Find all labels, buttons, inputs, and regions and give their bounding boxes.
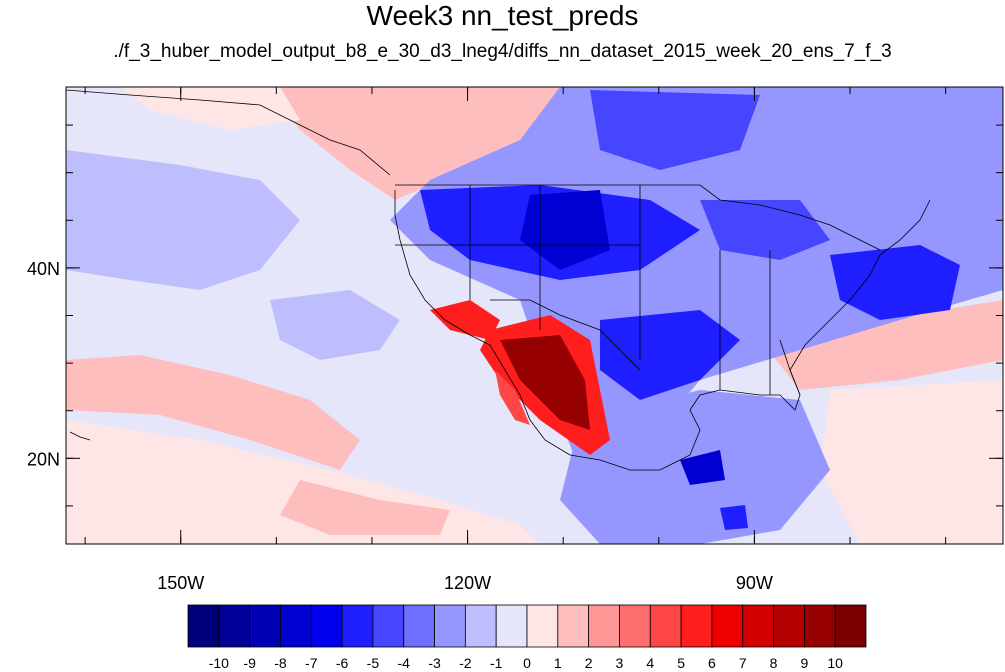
field-region-neg	[520, 190, 610, 270]
field-region-pos	[760, 300, 1003, 390]
colorbar-swatch	[249, 604, 281, 648]
colorbar-swatch	[464, 604, 497, 648]
colorbar-swatch	[680, 604, 713, 648]
plot-title: Week3 nn_test_preds	[366, 0, 639, 31]
colorbar-swatch	[803, 604, 836, 648]
colorbar-label: 1	[554, 655, 562, 671]
colorbar-label: 7	[739, 655, 747, 671]
field-region-neg	[600, 310, 740, 400]
field-region-neg	[700, 200, 830, 260]
map-axes: 150W 120W 90W 40N 20N	[27, 87, 1003, 593]
colorbar-label: -9	[243, 655, 256, 671]
plot-subtitle: ./f_3_huber_model_output_b8_e_30_d3_lneg…	[113, 41, 892, 62]
colorbar-swatch	[619, 604, 651, 648]
colorbar-label: -3	[428, 655, 441, 671]
colorbar-swatch	[187, 604, 220, 648]
colorbar-swatch	[557, 604, 590, 648]
field-region-neg	[390, 87, 1003, 470]
colorbar-swatch	[218, 604, 251, 648]
colorbar-swatch	[495, 604, 528, 648]
colorbar-label: 5	[677, 655, 685, 671]
colorbar-swatch	[372, 604, 405, 648]
field-region-pos	[820, 380, 1003, 544]
colorbar-label: 6	[708, 655, 716, 671]
lat-tick-label: 40N	[27, 259, 60, 279]
colorbar-swatch	[588, 604, 620, 648]
field-region-pos	[430, 300, 500, 340]
colorbar-label: 8	[770, 655, 778, 671]
field-region-pos	[495, 370, 530, 425]
field-region-pos	[66, 355, 360, 470]
field-region-neg	[680, 450, 725, 485]
colorbar-swatch	[403, 604, 435, 648]
colorbar-swatch	[711, 604, 744, 648]
colorbar-swatch	[280, 604, 312, 648]
field-region-neg	[66, 150, 300, 290]
lon-tick-label: 90W	[736, 573, 773, 593]
colorbar-swatch	[649, 604, 682, 648]
colorbar-label: -7	[305, 655, 318, 671]
colorbar-label: 2	[585, 655, 593, 671]
field-region-pos	[500, 335, 590, 430]
colorbar-swatch	[526, 604, 559, 648]
field-region-pos	[270, 87, 600, 200]
colorbar-label: 3	[616, 655, 624, 671]
colorbar-label: 9	[800, 655, 808, 671]
colorbar-swatch	[434, 604, 466, 648]
colorbar-label: 4	[646, 655, 654, 671]
colorbar-swatch	[310, 604, 343, 648]
colorbar-label: -1	[490, 655, 503, 671]
field-region-neg	[720, 505, 748, 530]
lon-tick-label: 150W	[157, 573, 204, 593]
colorbar-label: -4	[398, 655, 411, 671]
colorbar-label: 10	[827, 655, 843, 671]
map-field	[66, 87, 1003, 544]
colorbar-label: -5	[367, 655, 380, 671]
lat-tick-label: 20N	[27, 449, 60, 469]
colorbar-swatch	[773, 604, 805, 648]
field-region-pos	[280, 480, 450, 535]
colorbar-label: -2	[459, 655, 472, 671]
colorbar: -10 -9 -8 -7 -6 -5 -4 -3 -2 -1 0 1 2 3 4 5 6 7 8 9 10	[187, 604, 867, 671]
colorbar-swatch	[742, 604, 774, 648]
lon-tick-label: 120W	[444, 573, 491, 593]
colorbar-swatch	[834, 604, 867, 648]
field-region-neg	[270, 290, 400, 360]
colorbar-label: -6	[336, 655, 349, 671]
field-region-neg	[830, 245, 960, 320]
map-boundaries	[66, 89, 931, 471]
colorbar-label: -10	[209, 655, 229, 671]
field-region-neg	[590, 90, 760, 170]
colorbar-label: -8	[274, 655, 287, 671]
colorbar-swatch	[341, 604, 374, 648]
colorbar-label: 0	[523, 655, 531, 671]
